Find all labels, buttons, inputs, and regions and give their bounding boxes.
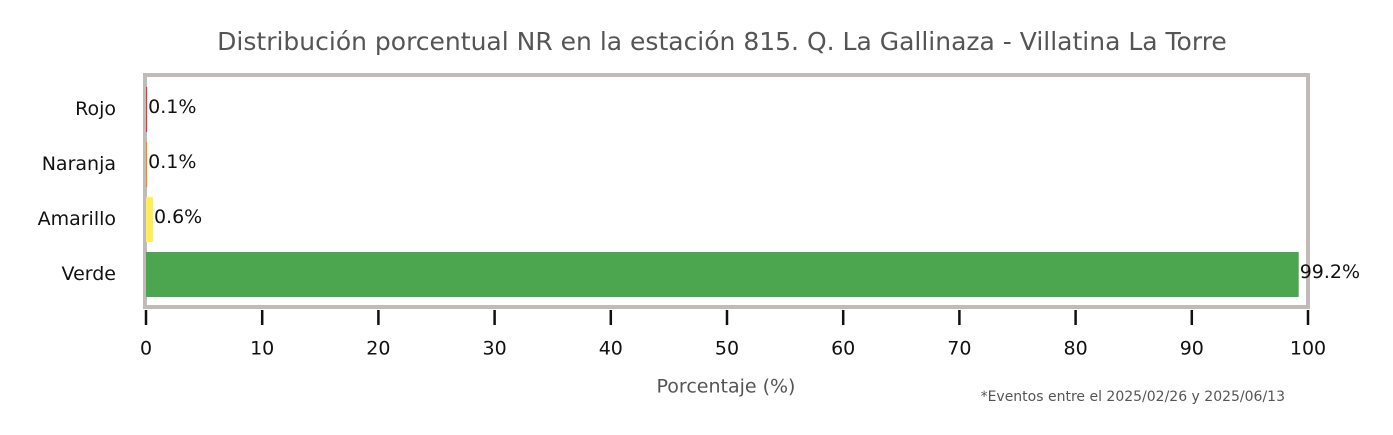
x-tick-label: 50 — [715, 338, 739, 360]
x-tick-label: 10 — [250, 338, 274, 360]
bar — [146, 87, 148, 132]
note: *Eventos entre el 2025/02/26 y 2025/06/1… — [981, 389, 1285, 405]
x-tick-label: 90 — [1180, 338, 1204, 360]
bar — [146, 197, 153, 242]
x-tick-label: 100 — [1290, 338, 1326, 360]
x-tick-label: 80 — [1064, 338, 1088, 360]
x-tick-label: 20 — [366, 338, 390, 360]
x-tick-label: 40 — [599, 338, 623, 360]
x-tick-label: 70 — [947, 338, 971, 360]
x-tick-label: 0 — [140, 338, 152, 360]
bar — [146, 252, 1299, 297]
y-tick-label: Naranja — [42, 153, 116, 175]
y-tick-label: Amarillo — [38, 208, 116, 230]
value-label: 0.1% — [148, 151, 196, 173]
bar — [146, 142, 148, 187]
x-axis-label: Porcentaje (%) — [657, 376, 796, 398]
chart-title: Distribución porcentual NR en la estació… — [217, 27, 1227, 56]
value-label: 99.2% — [1300, 261, 1360, 283]
value-label: 0.6% — [154, 206, 202, 228]
value-label: 0.1% — [148, 96, 196, 118]
y-tick-label: Verde — [62, 263, 116, 285]
y-tick-label: Rojo — [75, 98, 116, 120]
plot-frame — [143, 73, 1310, 309]
x-tick-label: 30 — [483, 338, 507, 360]
x-tick-label: 60 — [831, 338, 855, 360]
